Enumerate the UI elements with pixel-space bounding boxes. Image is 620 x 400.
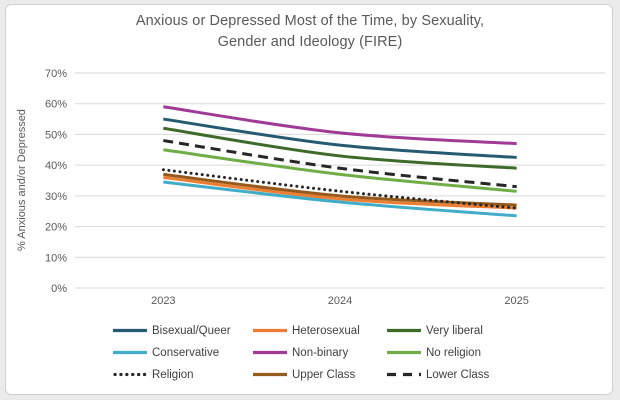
legend-item-upper-class: Upper Class xyxy=(253,367,387,382)
legend-label-bisexual-queer: Bisexual/Queer xyxy=(152,324,231,337)
series-line-heterosexual xyxy=(163,175,517,210)
x-tick-label-2025: 2025 xyxy=(504,295,528,307)
y-tick-label-40: 40% xyxy=(45,160,67,172)
chart-title: Anxious or Depressed Most of the Time, b… xyxy=(0,11,620,53)
legend-swatch-non-binary xyxy=(253,350,287,355)
x-tick-label-2024: 2024 xyxy=(328,295,352,307)
legend-item-very-liberal: Very liberal xyxy=(387,323,507,338)
legend-swatch-upper-class xyxy=(253,372,287,377)
series-line-bisexual-queer xyxy=(163,117,517,159)
legend-item-bisexual-queer: Bisexual/Queer xyxy=(113,323,253,338)
legend-label-upper-class: Upper Class xyxy=(292,368,356,381)
legend-label-very-liberal: Very liberal xyxy=(426,324,483,337)
series-line-religion xyxy=(161,168,519,210)
legend-swatch-religion xyxy=(113,372,147,377)
chart-title-line2: Gender and Ideology (FIRE) xyxy=(217,34,403,51)
series-line-lower-class xyxy=(163,139,517,189)
legend-swatch-conservative xyxy=(113,350,147,355)
legend-item-non-binary: Non-binary xyxy=(253,345,387,360)
y-tick-label-0: 0% xyxy=(51,283,67,295)
chart-legend: Bisexual/Queer Heterosexual Very liberal Co… xyxy=(0,323,620,382)
y-tick-label-50: 50% xyxy=(45,129,67,141)
legend-label-non-binary: Non-binary xyxy=(292,346,349,359)
legend-swatch-lower-class xyxy=(387,372,421,377)
x-tick-label-2023: 2023 xyxy=(151,295,175,307)
series-line-non-binary xyxy=(163,105,517,146)
legend-swatch-heterosexual xyxy=(253,328,287,333)
series-line-conservative xyxy=(163,180,517,218)
legend-label-religion: Religion xyxy=(152,368,194,381)
y-tick-label-70: 70% xyxy=(45,68,67,80)
legend-swatch-no-religion xyxy=(387,350,421,355)
y-tick-label-10: 10% xyxy=(45,252,67,264)
legend-swatch-very-liberal xyxy=(387,328,421,333)
series-line-no-religion xyxy=(163,148,517,193)
legend-label-lower-class: Lower Class xyxy=(426,368,490,381)
legend-item-conservative: Conservative xyxy=(113,345,253,360)
legend-item-lower-class: Lower Class xyxy=(387,367,507,382)
legend-item-religion: Religion xyxy=(113,367,253,382)
legend-label-heterosexual: Heterosexual xyxy=(292,324,360,337)
legend-label-conservative: Conservative xyxy=(152,346,220,359)
line-chart: 0% 10% 20% 30% 40% 50% 60% 70% 2023 2024 2025 xyxy=(45,68,605,307)
y-tick-label-20: 20% xyxy=(45,222,67,234)
legend-swatch-bisexual-queer xyxy=(113,328,147,333)
legend-label-no-religion: No religion xyxy=(426,346,481,359)
y-tick-label-30: 30% xyxy=(45,191,67,203)
chart-title-line1: Anxious or Depressed Most of the Time, b… xyxy=(135,13,485,29)
legend-item-no-religion: No religion xyxy=(387,345,507,360)
series-line-very-liberal xyxy=(163,126,517,170)
legend-item-heterosexual: Heterosexual xyxy=(253,323,387,338)
y-tick-label-60: 60% xyxy=(45,99,67,111)
